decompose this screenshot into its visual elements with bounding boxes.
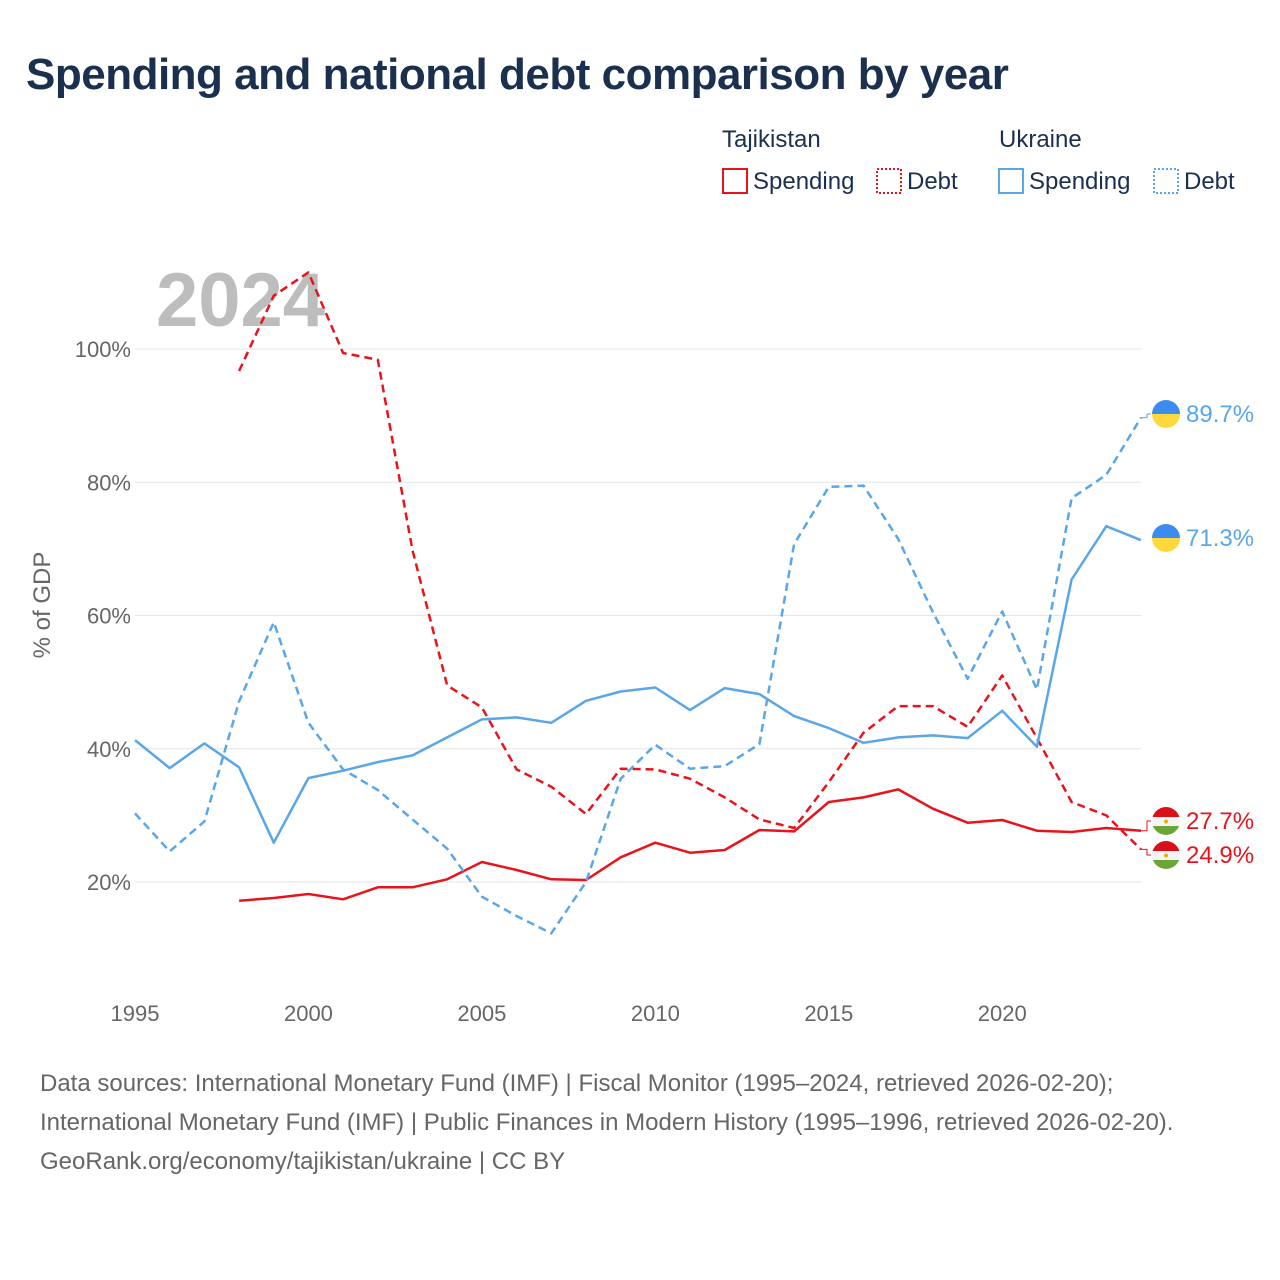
x-tick-label: 2005 (457, 1001, 506, 1026)
end-marker-tajikistan-debt: 24.9% (1141, 841, 1254, 869)
legend-swatch-tajikistan-debt[interactable] (876, 168, 902, 194)
x-tick-label: 2000 (284, 1001, 333, 1026)
label-connector (1141, 848, 1151, 856)
tajikistan-flag-icon (1152, 807, 1180, 835)
y-tick-label: 20% (87, 870, 131, 895)
ukraine-flag-icon (1152, 524, 1180, 552)
end-marker-ukraine-debt: 89.7% (1141, 400, 1254, 428)
legend-swatch-tajikistan-spending[interactable] (722, 168, 748, 194)
series-line-ukraine-debt[interactable] (134, 416, 1143, 935)
data-sources: Data sources: International Monetary Fun… (40, 1070, 1174, 1136)
legend-label-tajikistan-debt[interactable]: Debt (907, 168, 958, 195)
legend-label-ukraine-debt[interactable]: Debt (1184, 168, 1235, 195)
chart-area: Tajikistan Spending Debt Ukraine Spendin… (29, 126, 1254, 1026)
legend: Tajikistan Spending Debt Ukraine Spendin… (722, 126, 1235, 195)
x-tick-label: 2020 (978, 1001, 1027, 1026)
y-tick-label: 60% (87, 604, 131, 629)
legend-group-title-ukraine: Ukraine (999, 126, 1082, 153)
end-value-label: 71.3% (1186, 525, 1254, 552)
legend-swatch-ukraine-spending[interactable] (998, 168, 1024, 194)
end-value-label: 24.9% (1186, 842, 1254, 869)
legend-label-ukraine-spending[interactable]: Spending (1029, 168, 1130, 195)
x-tick-label: 2015 (804, 1001, 853, 1026)
chart-title: Spending and national debt comparison by… (26, 50, 1009, 99)
series-line-tajikistan-debt[interactable] (237, 271, 1142, 851)
tajikistan-flag-icon (1152, 841, 1180, 869)
x-tick-label: 1995 (111, 1001, 160, 1026)
footer: Data sources: International Monetary Fun… (40, 1064, 1240, 1181)
y-tick-label: 40% (87, 737, 131, 762)
series-line-tajikistan-spending[interactable] (239, 788, 1142, 902)
year-watermark: 2024 (156, 258, 325, 343)
y-tick-label: 100% (75, 337, 131, 362)
legend-swatch-ukraine-debt[interactable] (1153, 168, 1179, 194)
end-marker-tajikistan-spending: 27.7% (1141, 807, 1254, 835)
credit-link[interactable]: GeoRank.org/economy/tajikistan/ukraine |… (40, 1148, 566, 1175)
series-line-ukraine-spending[interactable] (134, 524, 1142, 844)
end-marker-ukraine-spending: 71.3% (1152, 524, 1254, 552)
legend-group-title-tajikistan: Tajikistan (722, 126, 821, 153)
legend-label-tajikistan-spending[interactable]: Spending (753, 168, 854, 195)
end-value-label: 89.7% (1186, 401, 1254, 428)
y-axis-title: % of GDP (29, 552, 56, 659)
label-connector (1141, 413, 1151, 419)
end-value-label: 27.7% (1186, 808, 1254, 835)
label-connector (1141, 820, 1151, 832)
y-tick-label: 80% (87, 470, 131, 495)
x-tick-label: 2010 (631, 1001, 680, 1026)
ukraine-flag-icon (1152, 400, 1180, 428)
